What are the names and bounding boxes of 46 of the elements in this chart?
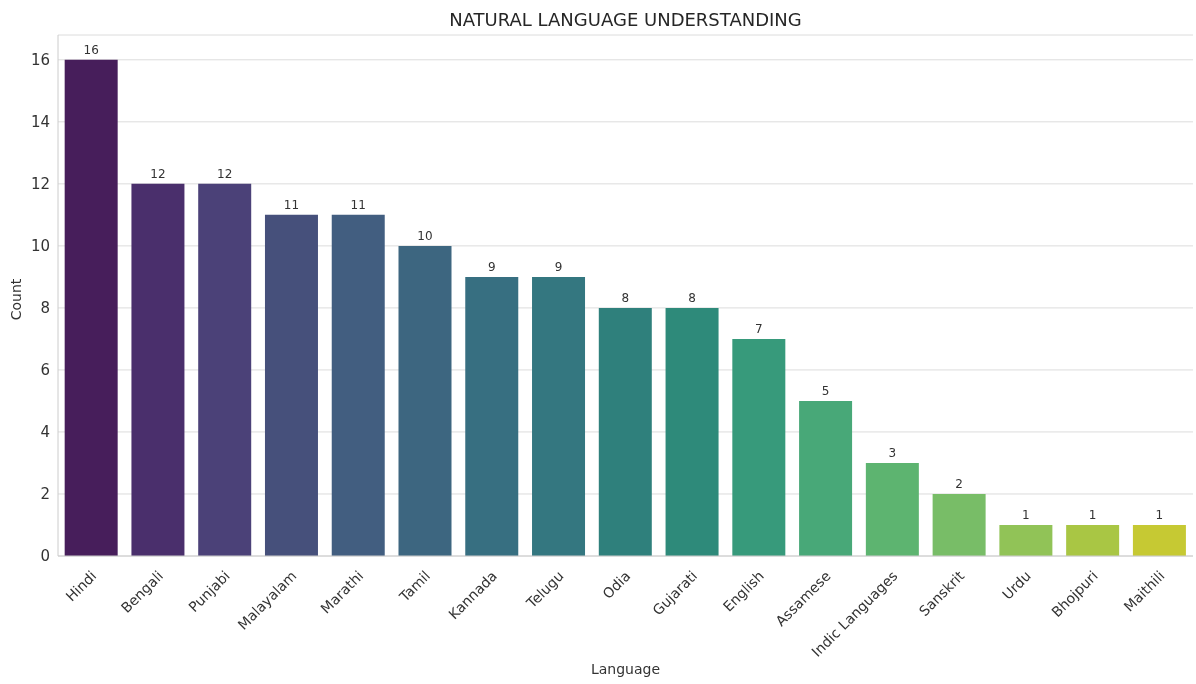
- data-label: 5: [821, 383, 830, 398]
- chart-title: NATURAL LANGUAGE UNDERSTANDING: [448, 9, 803, 31]
- bar: [598, 307, 652, 556]
- y-axis-title: Count: [8, 278, 24, 321]
- bar: [665, 307, 719, 556]
- data-label: 11: [283, 197, 300, 212]
- bar: [999, 524, 1053, 556]
- y-tick-label: 2: [40, 485, 50, 504]
- y-tick-label: 10: [30, 237, 50, 256]
- data-label: 8: [621, 290, 630, 305]
- data-label: 8: [688, 290, 696, 305]
- bar: [398, 245, 452, 556]
- data-label: 1: [1088, 507, 1097, 522]
- data-label: 9: [487, 259, 496, 274]
- y-tick-label: 8: [40, 299, 50, 318]
- data-label: 1: [1022, 507, 1030, 522]
- bar: [799, 400, 853, 556]
- data-label: 7: [755, 321, 763, 336]
- bar: [1132, 524, 1186, 556]
- data-label: 1: [1155, 507, 1164, 522]
- y-tick-label: 12: [30, 175, 50, 194]
- y-tick-label: 0: [40, 547, 50, 566]
- data-label: 12: [150, 166, 166, 181]
- bar: [865, 462, 919, 556]
- bar: [465, 276, 519, 556]
- bar: [932, 493, 986, 556]
- y-tick-label: 6: [40, 361, 50, 380]
- y-tick-label: 16: [30, 51, 50, 70]
- data-label: 11: [350, 197, 366, 212]
- bar: [64, 59, 118, 556]
- bar: [732, 338, 786, 556]
- y-tick-label: 4: [40, 423, 50, 442]
- bar: [198, 183, 252, 556]
- y-tick-label: 14: [30, 113, 50, 132]
- bar: [131, 183, 185, 556]
- data-label: 2: [955, 476, 963, 491]
- data-label: 10: [417, 228, 433, 243]
- bar: [331, 214, 385, 556]
- data-label: 3: [888, 445, 897, 460]
- bar: [264, 214, 318, 556]
- bar: [1066, 524, 1120, 556]
- bar: [532, 276, 586, 556]
- data-label: 16: [83, 42, 99, 57]
- data-label: 9: [554, 259, 563, 274]
- data-label: 12: [217, 166, 233, 181]
- x-axis-title: Language: [590, 661, 661, 677]
